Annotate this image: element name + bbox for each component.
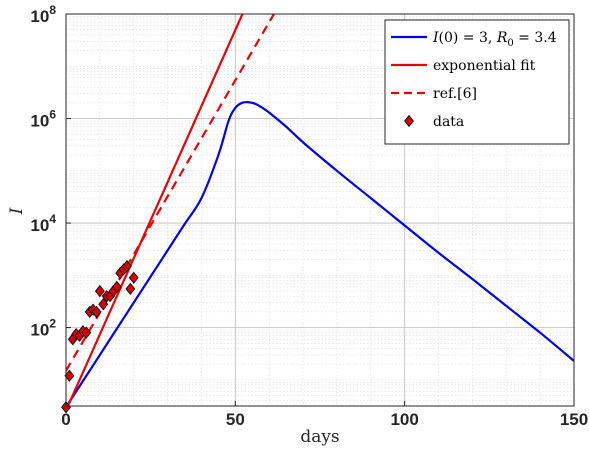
y-tick-label: 106 — [30, 108, 56, 131]
y-tick-label: 104 — [30, 212, 56, 235]
x-axis-label: days — [300, 427, 339, 447]
data-point-marker — [111, 280, 122, 294]
marker-layer — [61, 259, 139, 414]
data-point-marker — [125, 282, 136, 296]
data-point-marker — [128, 271, 139, 284]
legend: I(0) = 3, R0 = 3.4 exponential fit ref.[6]… — [384, 19, 570, 145]
tick-labels: 0 50 100 150 102 104 106 108 — [30, 3, 588, 429]
ticks — [65, 13, 575, 406]
data-point-marker — [91, 305, 102, 319]
legend-marker-data — [404, 114, 414, 128]
series-line-fit — [66, 14, 244, 406]
x-tick-label: 0 — [61, 410, 70, 429]
legend-label: data — [433, 114, 464, 130]
x-tick-label: 50 — [226, 410, 245, 429]
y-axis-label: I — [7, 207, 27, 215]
x-tick-label: 100 — [390, 410, 418, 429]
legend-label: ref.[6] — [433, 86, 477, 102]
data-point-marker — [81, 326, 92, 339]
y-tick-label: 108 — [30, 3, 56, 26]
x-tick-label: 150 — [560, 410, 588, 429]
y-tick-label: 102 — [30, 317, 56, 340]
data-point-marker — [122, 259, 132, 273]
legend-label: exponential fit — [433, 58, 536, 74]
series-line-model — [66, 100, 574, 406]
legend-label: I(0) = 3, R0 = 3.4 — [432, 30, 557, 49]
data-point-marker — [61, 401, 71, 414]
data-point-marker — [94, 284, 105, 298]
data-point-marker — [98, 298, 109, 311]
legend-box — [384, 19, 570, 145]
plot-frame — [65, 13, 575, 407]
